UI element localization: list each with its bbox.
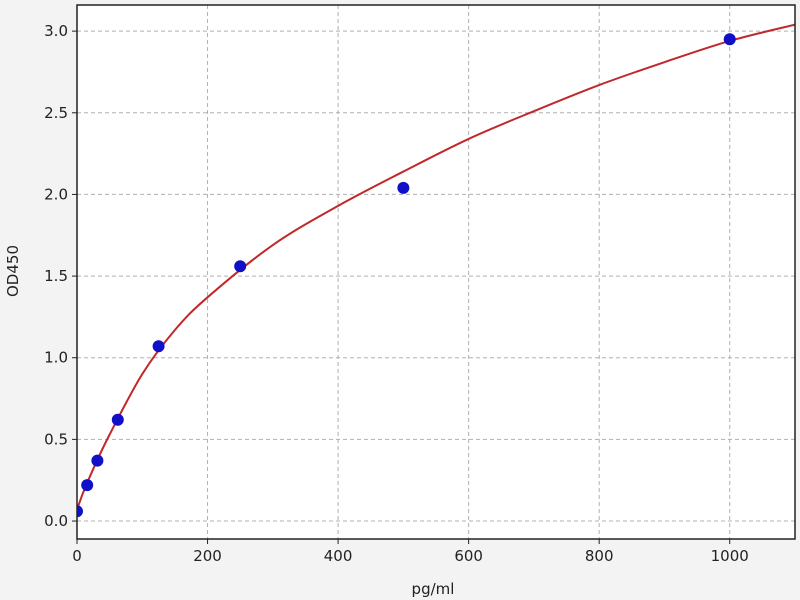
plot-area xyxy=(77,5,795,539)
grid xyxy=(76,5,795,539)
x-tick-label: 0 xyxy=(72,547,82,565)
axes xyxy=(76,4,796,540)
y-tick-label: 2.5 xyxy=(44,104,68,122)
y-tick-label: 1.0 xyxy=(44,349,68,367)
data-point xyxy=(91,454,104,467)
y-tick-label: 3.0 xyxy=(44,22,68,40)
y-tick-label: 2.0 xyxy=(44,185,68,203)
data-points xyxy=(77,33,736,518)
ticks: 0 200 400 600 800 1000 0.0 0.5 1.0 1.5 2.0 2.5 3.0 xyxy=(44,22,749,565)
x-tick-label: 1000 xyxy=(711,547,749,565)
y-tick-label: 0.0 xyxy=(44,512,68,530)
data-point xyxy=(152,340,165,353)
y-tick-label: 1.5 xyxy=(44,267,68,285)
data-point xyxy=(77,505,83,518)
x-tick-label: 600 xyxy=(454,547,483,565)
data-point xyxy=(81,479,94,492)
data-point xyxy=(723,33,736,46)
x-tick-label: 400 xyxy=(324,547,353,565)
fit-curve xyxy=(77,23,795,510)
fit-curve-group xyxy=(77,23,795,510)
data-point xyxy=(234,260,247,273)
y-tick-label: 0.5 xyxy=(44,430,68,448)
data-point xyxy=(111,413,124,426)
x-axis-label: pg/ml xyxy=(412,580,455,598)
plot-frame xyxy=(76,4,796,540)
data-point xyxy=(397,181,410,194)
x-tick-label: 800 xyxy=(585,547,614,565)
y-axis-label: OD450 xyxy=(4,245,22,297)
x-tick-label: 200 xyxy=(193,547,222,565)
